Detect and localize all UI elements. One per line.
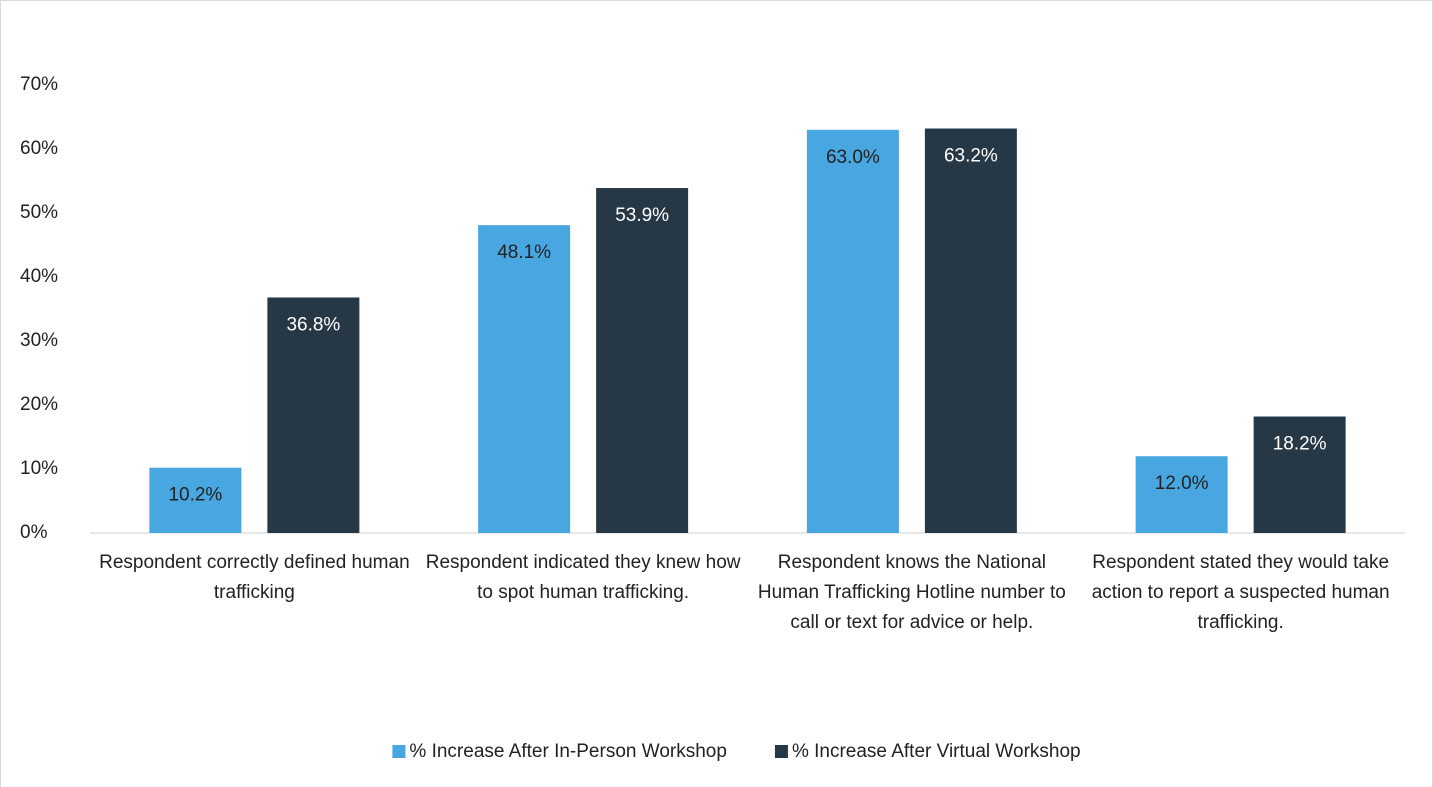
data-label: 12.0% — [1155, 473, 1209, 494]
y-tick-label: 30% — [20, 330, 58, 351]
data-label: 10.2% — [168, 485, 222, 506]
bar — [478, 225, 571, 533]
data-label: 63.2% — [944, 146, 998, 167]
x-tick-label: Respondent knows the National Human Traff… — [758, 552, 1066, 633]
legend-swatch — [774, 745, 788, 758]
y-tick-label: 50% — [20, 202, 58, 223]
x-tick-line: Respondent indicated they knew how — [426, 552, 741, 573]
x-tick-line: trafficking — [214, 582, 295, 603]
x-tick-line: trafficking. — [1198, 612, 1284, 633]
x-tick-line: Respondent stated they would take — [1092, 552, 1389, 573]
data-label: 48.1% — [497, 242, 551, 263]
y-tick-label: 40% — [20, 266, 58, 287]
data-label: 36.8% — [286, 314, 340, 335]
bar — [267, 297, 360, 533]
y-tick-label: 70% — [20, 74, 58, 95]
data-label: 18.2% — [1273, 434, 1327, 455]
legend-label: % Increase After In-Person Workshop — [409, 741, 727, 762]
bar — [596, 188, 689, 534]
data-label: 63.0% — [826, 147, 880, 168]
x-tick-line: action to report a suspected human — [1092, 582, 1390, 603]
x-tick-line: Human Trafficking Hotline number to — [758, 582, 1066, 603]
bar — [1135, 456, 1228, 533]
x-tick-line: call or text for advice or help. — [790, 612, 1033, 633]
x-tick-line: to spot human trafficking. — [477, 582, 689, 603]
bar — [149, 467, 242, 533]
y-tick-label: 0% — [20, 522, 48, 543]
data-label: 53.9% — [615, 205, 669, 226]
legend: % Increase After In-Person Workshop % Inc… — [392, 741, 1081, 762]
x-tick-label: Respondent correctly defined human traffi… — [99, 552, 410, 603]
bar — [806, 129, 899, 534]
bar — [1253, 416, 1346, 533]
y-tick-label: 10% — [20, 458, 58, 479]
x-tick-label: Respondent stated they would take action … — [1092, 552, 1390, 633]
x-tick-line: Respondent correctly defined human — [99, 552, 410, 573]
x-tick-line: Respondent knows the National — [778, 552, 1046, 573]
legend-label: % Increase After Virtual Workshop — [792, 741, 1081, 762]
y-tick-label: 20% — [20, 394, 58, 415]
x-tick-label: Respondent indicated they knew how to spo… — [426, 552, 741, 603]
y-tick-label: 60% — [20, 138, 58, 159]
legend-swatch — [392, 745, 406, 758]
bar — [924, 128, 1017, 533]
